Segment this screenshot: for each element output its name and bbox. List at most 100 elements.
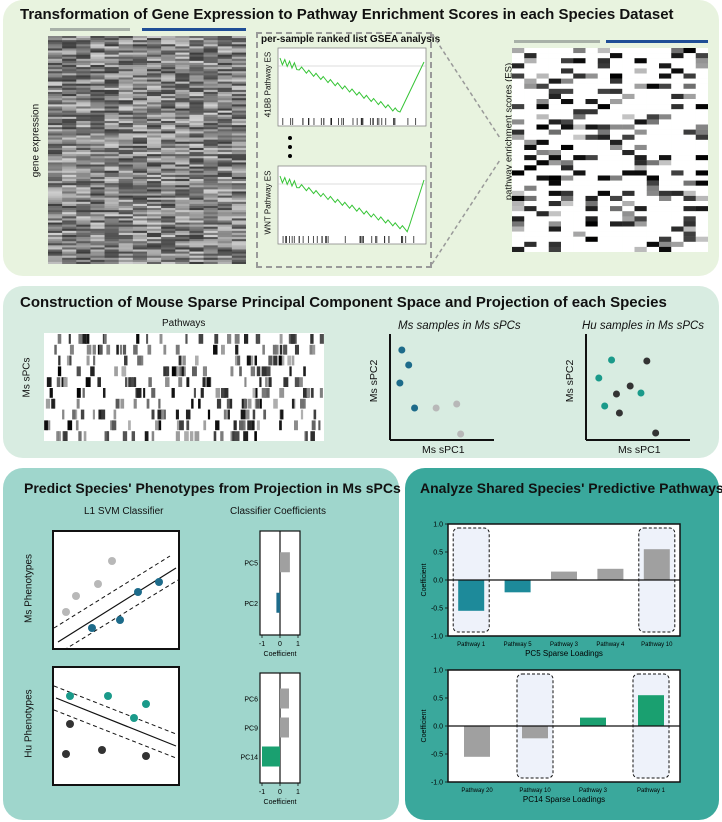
loading-bar: [580, 717, 606, 726]
hu-sample-point: [608, 356, 616, 364]
ms-sample-point: [116, 616, 124, 624]
ms-sample-point: [62, 608, 70, 616]
hu-sample-point: [130, 714, 138, 722]
gsea-plot-2: [277, 165, 427, 245]
coef-tick-label: 0: [278, 789, 282, 796]
human-group-bar: [606, 40, 708, 43]
ellipsis-dot: [288, 145, 292, 149]
gsea-plot-1: [277, 47, 427, 127]
ms-sample-point: [108, 557, 116, 565]
scatter1-ylabel: Ms sPC2: [368, 359, 380, 403]
scatter1-title: Ms samples in Ms sPCs: [398, 320, 521, 332]
es-heatmap: [512, 40, 708, 252]
hu-sample-point: [62, 750, 70, 758]
coef-row-label: PC6: [244, 697, 258, 704]
scatter2-xlabel: Ms sPC1: [618, 444, 661, 456]
coef-row-label: PC14: [240, 755, 258, 762]
hu-sample-point: [601, 402, 609, 410]
chart-ylabel: Coefficient: [421, 709, 428, 742]
ms-sample-point: [453, 400, 461, 408]
ms-sample-point: [155, 578, 163, 586]
gsea-plot2-ylabel: WNT Pathway ES: [263, 170, 273, 235]
ms-sample-point: [94, 580, 102, 588]
hu-sample-point: [612, 390, 620, 398]
y-tick-label: -1.0: [431, 634, 443, 641]
ms-spcs-label: Ms sPCs: [21, 357, 33, 398]
coef-row-label: PC2: [244, 601, 258, 608]
x-category-label: Pathway 3: [550, 642, 579, 648]
y-tick-label: 0.5: [433, 550, 443, 557]
coef-xlabel: Coefficient: [264, 799, 297, 806]
scatter2-title: Hu samples in Ms sPCs: [582, 320, 705, 332]
coef-bar-pc6: [280, 688, 289, 709]
hu-sample-point: [626, 382, 634, 390]
ellipsis-dot: [288, 136, 292, 140]
coef-row-label: PC5: [244, 560, 258, 567]
ms-sample-point: [405, 361, 413, 369]
section4-title: Analyze Shared Species' Predictive Pathw…: [420, 480, 722, 496]
ms-sample-point: [457, 430, 465, 438]
y-tick-label: 0.0: [433, 578, 443, 585]
gsea-title: per-sample ranked list GSEA analysis: [261, 34, 441, 45]
ms-sample-point: [88, 624, 96, 632]
y-tick-label: -0.5: [431, 752, 443, 759]
section3-title: Predict Species' Phenotypes from Project…: [24, 480, 401, 496]
ms-sample-point: [72, 592, 80, 600]
gsea-to-es-connector: [431, 33, 501, 265]
hu-svm-plot: [52, 666, 180, 786]
hu-sample-point: [142, 700, 150, 708]
loading-bar: [458, 580, 485, 611]
hu-sample-point: [142, 752, 150, 760]
coef-bar-pc2: [276, 592, 280, 613]
hu-sample-point: [643, 357, 651, 365]
gene-expression-label: gene expression: [30, 103, 42, 178]
gsea-plots: [277, 47, 427, 245]
y-tick-label: 0.0: [433, 724, 443, 731]
hu-phenotypes-label: Hu Phenotypes: [23, 689, 35, 758]
hu-coef-chart: PC6 PC9 PC14 -1 0 1 Coefficient: [240, 672, 301, 806]
hu-sample-point: [98, 746, 106, 754]
x-category-label: Pathway 10: [519, 788, 551, 794]
x-category-label: Pathway 3: [579, 788, 608, 794]
x-category-label: Pathway 20: [461, 788, 493, 794]
pathway-loading-charts: 1.0 0.5 0.0 -0.5 -1.0 Pathway 1 Pathway 5 Pathw…: [421, 522, 681, 804]
chart-ylabel: Coefficient: [421, 563, 428, 596]
loading-bar: [638, 695, 664, 726]
coef-tick-label: 1: [296, 641, 300, 648]
mouse-group-bar: [514, 40, 600, 43]
coef-bar-pc14: [262, 746, 280, 767]
ms-sample-point: [411, 404, 419, 412]
y-tick-label: 1.0: [433, 522, 443, 529]
coef-tick-label: 0: [278, 641, 282, 648]
loading-bar: [504, 580, 531, 593]
spc-loadings-heatmap: [44, 333, 324, 441]
loading-bar: [597, 568, 624, 580]
hu-sample-point: [615, 409, 623, 417]
loading-bar: [551, 571, 577, 580]
hu-sample-point: [637, 389, 645, 397]
chart-xlabel: PC14 Sparse Loadings: [523, 795, 605, 804]
coef-row-label: PC9: [244, 726, 258, 733]
coef-xlabel: Coefficient: [264, 651, 297, 658]
gene-expression-heatmap: [48, 28, 246, 264]
hu-sample-point: [104, 692, 112, 700]
x-category-label: Pathway 1: [637, 788, 666, 794]
y-tick-label: -0.5: [431, 606, 443, 613]
section2-title: Construction of Mouse Sparse Principal C…: [20, 294, 667, 311]
gsea-plot1-ylabel: 41BB Pathway ES: [263, 51, 273, 118]
ms-sample-point: [134, 588, 142, 596]
ms-coef-chart: PC5 PC2 -1 0 1 Coefficient: [244, 530, 301, 658]
x-category-label: Pathway 1: [457, 642, 486, 648]
ms-sample-point: [396, 379, 404, 387]
coef-tick-label: -1: [259, 789, 265, 796]
hu-sample-point: [595, 374, 603, 382]
hu-sample-point: [66, 720, 74, 728]
x-category-label: Pathway 4: [596, 642, 625, 648]
ms-sample-point: [432, 404, 440, 412]
scatter2-ylabel: Ms sPC2: [564, 359, 576, 403]
coef-tick-label: -1: [259, 641, 265, 648]
hu-scatter-plot: [585, 334, 690, 441]
loading-bar: [464, 726, 490, 757]
coef-bar-pc5: [280, 552, 290, 573]
x-category-label: Pathway 10: [641, 642, 673, 648]
